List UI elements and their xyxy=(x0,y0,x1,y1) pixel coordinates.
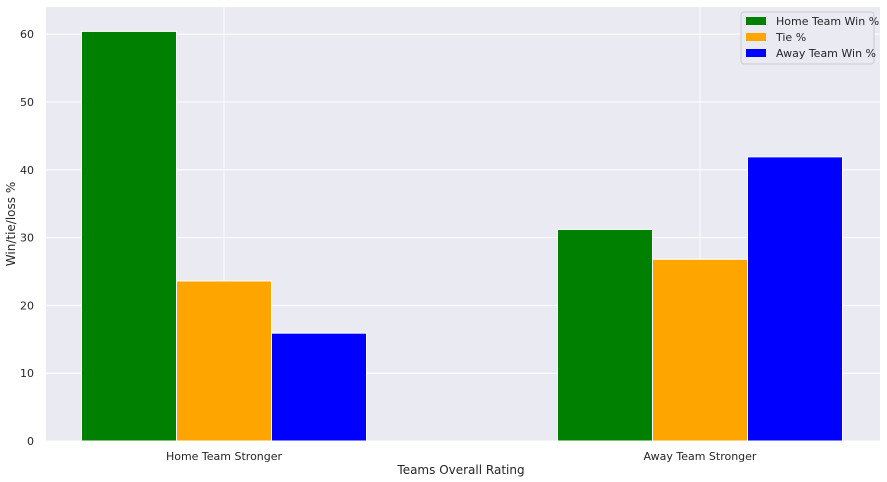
bar xyxy=(81,30,177,442)
y-axis-label: Win/tie/loss % xyxy=(4,182,18,266)
legend-swatch-tie xyxy=(746,33,766,41)
y-tick-label: 40 xyxy=(20,164,34,177)
legend: Home Team Win % Tie % Away Team Win % xyxy=(740,11,879,65)
bar xyxy=(747,156,843,442)
x-tick-labels: Home Team Stronger Away Team Stronger xyxy=(166,450,757,463)
y-tick-label: 30 xyxy=(20,232,34,245)
y-tick-label: 50 xyxy=(20,96,34,109)
legend-label-tie: Tie % xyxy=(775,31,806,44)
bar xyxy=(271,332,367,442)
x-tick-label: Home Team Stronger xyxy=(166,450,283,463)
legend-label-away-win: Away Team Win % xyxy=(776,47,876,60)
y-tick-label: 60 xyxy=(20,28,34,41)
y-tick-label: 0 xyxy=(27,435,34,448)
x-tick-label: Away Team Stronger xyxy=(644,450,757,463)
y-tick-labels: 0 10 20 30 40 50 60 xyxy=(20,28,34,448)
legend-swatch-away-win xyxy=(746,49,766,57)
bar xyxy=(557,228,653,442)
y-tick-label: 20 xyxy=(20,299,34,312)
legend-swatch-home-win xyxy=(746,17,766,25)
y-tick-label: 10 xyxy=(20,367,34,380)
legend-label-home-win: Home Team Win % xyxy=(776,15,879,28)
bar xyxy=(176,280,272,442)
bars xyxy=(81,30,843,442)
x-axis-label: Teams Overall Rating xyxy=(396,463,524,477)
bar xyxy=(652,258,748,442)
legend-box xyxy=(740,11,875,65)
